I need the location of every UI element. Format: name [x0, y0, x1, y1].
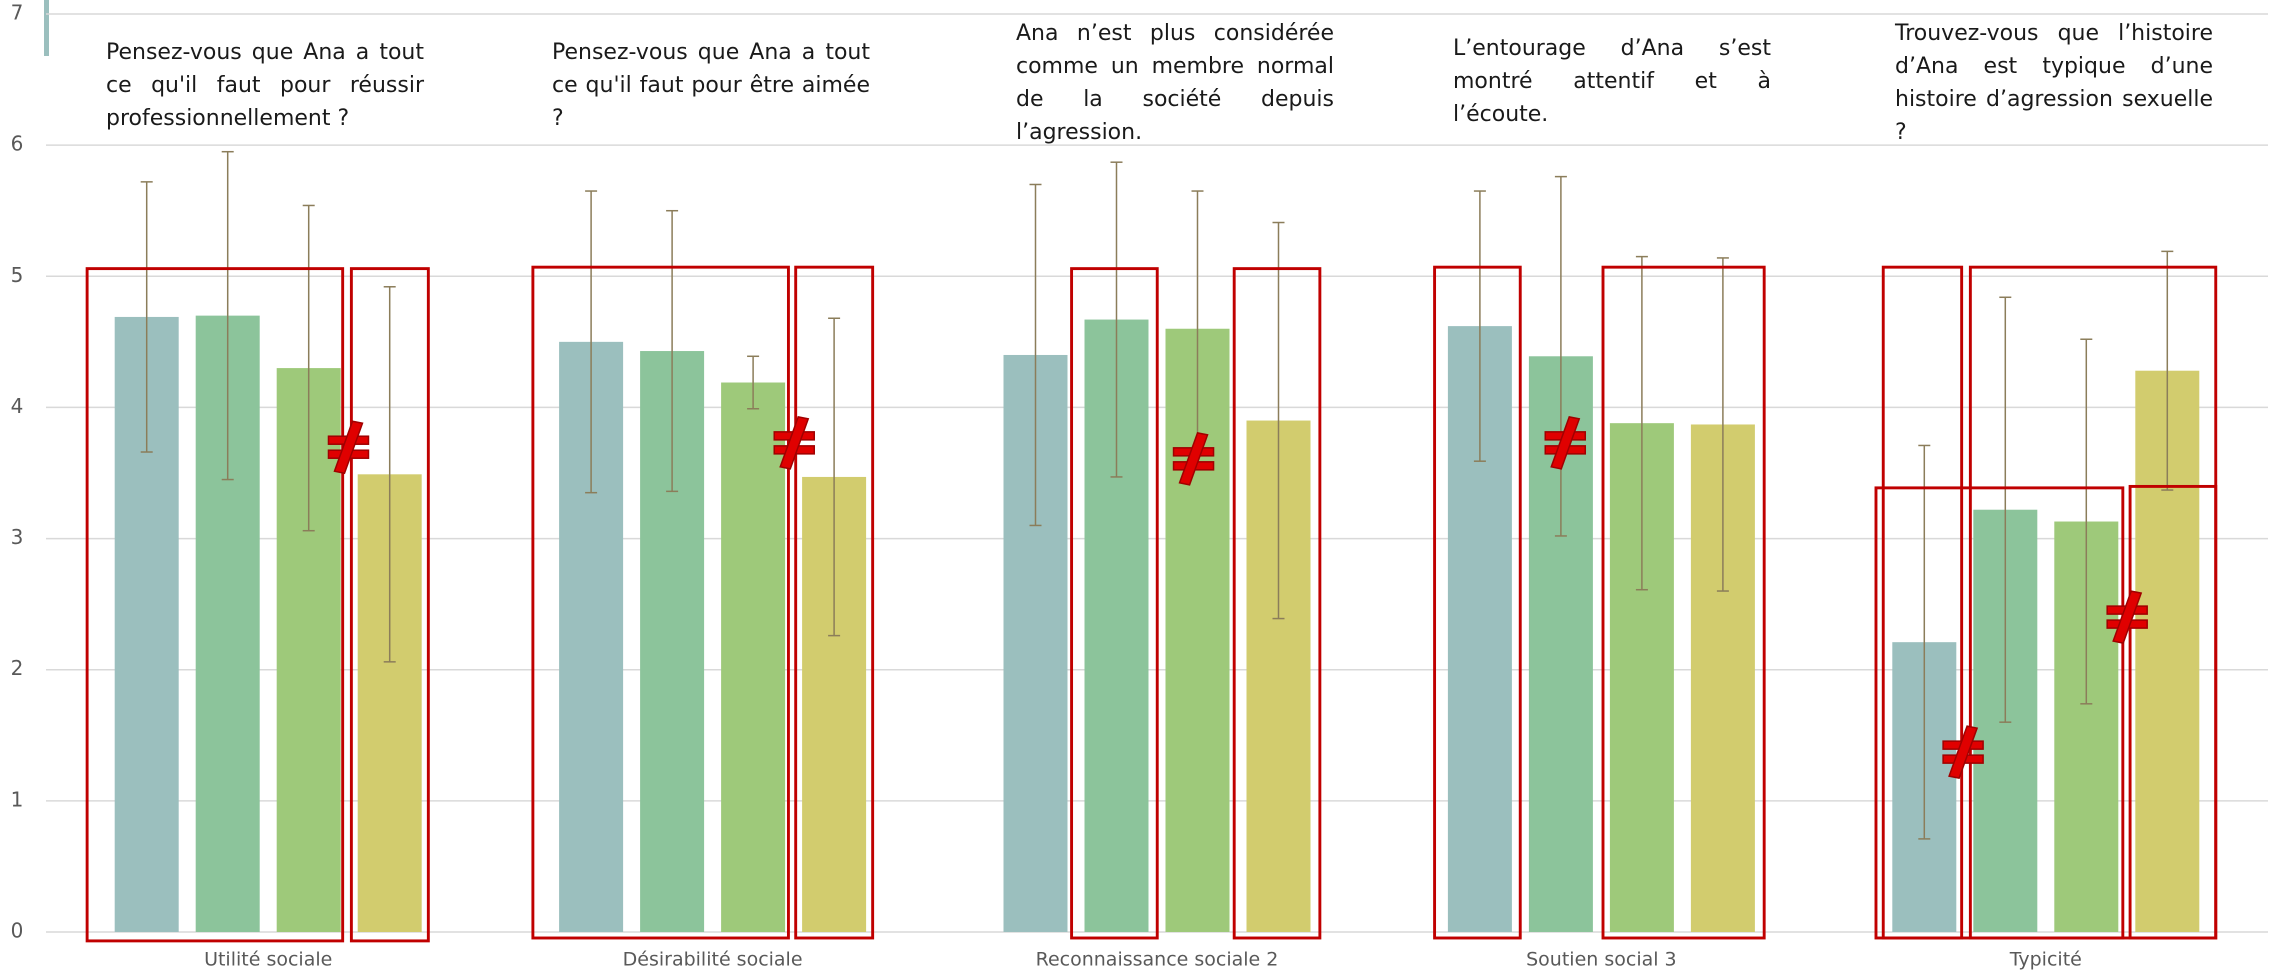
- y-tick-label: 1: [11, 787, 24, 811]
- question: Pensez-vous que Ana a tout ce qu'il faut…: [552, 40, 870, 131]
- y-tick-label: 6: [11, 132, 24, 156]
- y-tick-label: 2: [11, 656, 24, 680]
- error-bar: [666, 209, 679, 493]
- error-bar: [1999, 296, 2012, 723]
- question: Pensez-vous que Ana a tout ce qu'il faut…: [106, 40, 424, 131]
- error-bar: [2161, 250, 2174, 491]
- error-bar: [1918, 444, 1931, 840]
- y-tick-label: 3: [11, 525, 24, 549]
- error-bar: [747, 355, 760, 410]
- sign-slash: [1550, 415, 1581, 470]
- x-tick-label: Soutien social 3: [1526, 949, 1677, 971]
- not-equal-sign: [1544, 415, 1587, 470]
- not-equal-sign: [327, 420, 370, 475]
- error-bar: [585, 190, 598, 494]
- bar: [721, 382, 786, 932]
- sign-slash: [2112, 590, 2143, 644]
- error-bar: [1110, 161, 1123, 478]
- sign-slash: [1948, 725, 1979, 779]
- x-tick-label: Utilité sociale: [204, 949, 332, 971]
- error-bar: [302, 204, 315, 532]
- not-equal-sign: [2106, 590, 2148, 644]
- error-bar: [140, 181, 153, 453]
- sign-slash: [333, 420, 364, 475]
- sign-slash: [1178, 431, 1209, 486]
- error-bar: [828, 317, 841, 637]
- error-bar: [1029, 183, 1042, 527]
- x-tick-label: Typicité: [2009, 949, 2082, 971]
- annotations: [85, 265, 2218, 943]
- error-bar: [221, 150, 234, 481]
- y-tick-label: 7: [11, 1, 24, 25]
- error-bar: [1473, 190, 1486, 462]
- not-equal-sign: [773, 415, 815, 470]
- accent-bar: [44, 0, 49, 56]
- y-tick-label: 0: [11, 919, 24, 943]
- error-bar: [383, 286, 396, 663]
- y-tick-label: 5: [11, 263, 24, 287]
- question: L’entourage d’Ana s’est montré attentif …: [1453, 36, 1771, 127]
- error-bar: [1272, 221, 1285, 620]
- question: Trouvez-vous que l’histoire d’Ana est ty…: [1895, 21, 2213, 145]
- x-tick-label: Désirabilité sociale: [623, 949, 803, 971]
- y-tick-label: 4: [11, 394, 24, 418]
- error-bar: [2080, 338, 2093, 705]
- question: Ana n’est plus considérée comme un membr…: [1016, 21, 1334, 145]
- not-equal-sign: [1942, 725, 1984, 779]
- error-bar: [1716, 257, 1729, 592]
- x-tick-label: Reconnaissance sociale 2: [1036, 949, 1279, 971]
- error-bar: [1635, 255, 1648, 591]
- sign-slash: [779, 415, 810, 470]
- error-bar: [1554, 175, 1567, 537]
- not-equal-sign: [1172, 431, 1215, 486]
